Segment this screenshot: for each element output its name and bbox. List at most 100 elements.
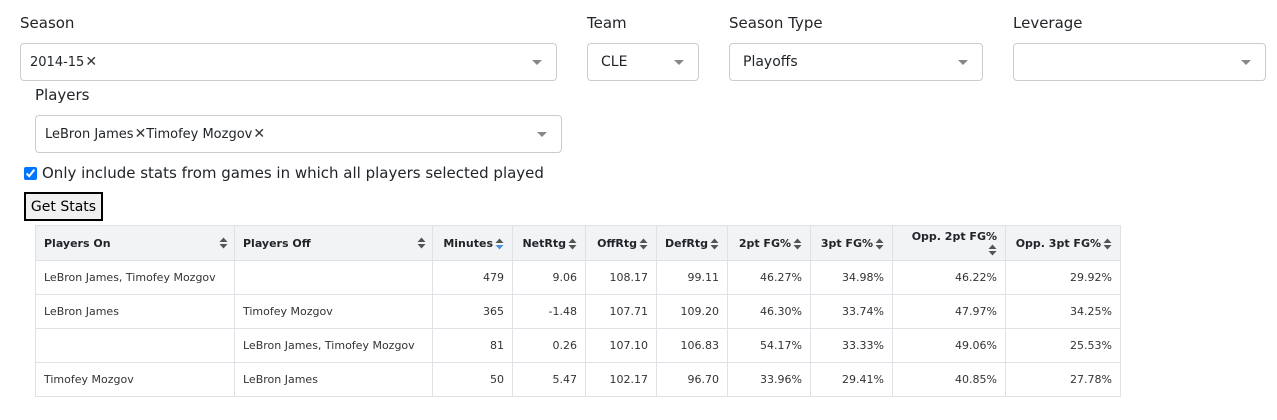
header-text: DefRtg — [665, 236, 708, 250]
season-type-select[interactable]: Playoffs — [729, 43, 983, 81]
header-text: Minutes — [443, 236, 493, 250]
table-cell: 0.26 — [512, 328, 586, 363]
header-text: 3pt FG% — [820, 236, 873, 250]
chip-remove[interactable]: ✕ — [253, 126, 266, 142]
get-stats-button[interactable]: Get Stats — [24, 192, 103, 221]
table-cell: LeBron James — [234, 362, 433, 397]
sort-icon — [988, 244, 997, 256]
chip-text: 2014-15 — [30, 54, 85, 70]
table-cell: 25.53% — [1005, 328, 1121, 363]
table-row: LeBron James, Timofey Mozgov 81 0.26 107.10… — [35, 328, 1121, 363]
table-cell: 46.22% — [892, 260, 1006, 295]
table-cell: 107.10 — [585, 328, 657, 363]
sort-icon — [417, 237, 426, 249]
sort-icon — [793, 238, 802, 249]
table-cell — [35, 328, 235, 363]
column-header[interactable]: Opp. 2pt FG% — [892, 225, 1006, 261]
table-cell: 46.27% — [727, 260, 811, 295]
table-cell: 108.17 — [585, 260, 657, 295]
table-cell: 106.83 — [656, 328, 728, 363]
season-select[interactable]: 2014-15 ✕ — [20, 43, 557, 81]
table-cell: 34.98% — [810, 260, 893, 295]
season-chip: 2014-15 ✕ — [30, 54, 97, 70]
sort-icon — [495, 238, 504, 249]
team-label: Team — [587, 14, 627, 32]
table-cell: 5.47 — [512, 362, 586, 397]
table-row: LeBron James Timofey Mozgov 365 -1.48 107.71… — [35, 294, 1121, 329]
column-header[interactable]: 2pt FG% — [727, 225, 811, 261]
header-text: 2pt FG% — [738, 236, 791, 250]
header-text: Players Off — [243, 236, 311, 250]
header-text: Players On — [44, 236, 111, 250]
table-cell: 29.92% — [1005, 260, 1121, 295]
leverage-select[interactable] — [1013, 43, 1266, 81]
column-header[interactable]: DefRtg — [656, 225, 728, 261]
table-cell: 54.17% — [727, 328, 811, 363]
table-cell: 46.30% — [727, 294, 811, 329]
table-cell: LeBron James — [35, 294, 235, 329]
table-cell: 40.85% — [892, 362, 1006, 397]
table-cell: 50 — [432, 362, 513, 397]
header-row: Players On Players Off Minutes NetRtg OffRtg… — [35, 225, 1121, 261]
table-cell: 102.17 — [585, 362, 657, 397]
table-body: LeBron James, Timofey Mozgov 479 9.06 108.1… — [35, 260, 1121, 397]
column-header[interactable]: NetRtg — [512, 225, 586, 261]
player-chip: LeBron James ✕ — [45, 126, 146, 142]
season-type-label: Season Type — [729, 14, 823, 32]
column-header[interactable]: Players On — [35, 225, 235, 261]
chip-text: LeBron James — [45, 126, 134, 142]
table-cell: 9.06 — [512, 260, 586, 295]
team-select[interactable]: CLE — [587, 43, 699, 81]
column-header[interactable]: Opp. 3pt FG% — [1005, 225, 1121, 261]
header-text: NetRtg — [522, 236, 566, 250]
season-label: Season — [20, 14, 75, 32]
season-type-value: Playoffs — [743, 54, 798, 70]
checkbox[interactable] — [24, 166, 37, 180]
column-header[interactable]: OffRtg — [585, 225, 657, 261]
all-played-option[interactable]: Only include stats from games in which a… — [24, 164, 544, 182]
players-label: Players — [35, 86, 90, 104]
leverage-label: Leverage — [1013, 14, 1083, 32]
table-cell: 96.70 — [656, 362, 728, 397]
sort-icon — [1103, 238, 1112, 249]
table-row: Timofey Mozgov LeBron James 50 5.47 102.17 96… — [35, 362, 1121, 397]
table-cell: 27.78% — [1005, 362, 1121, 397]
table-cell: 109.20 — [656, 294, 728, 329]
sort-icon — [219, 237, 228, 249]
table-cell: 33.74% — [810, 294, 893, 329]
table-cell: 365 — [432, 294, 513, 329]
table-cell: 47.97% — [892, 294, 1006, 329]
header-text: Opp. 2pt FG% — [911, 230, 997, 243]
sort-icon — [568, 238, 577, 249]
table-cell: 34.25% — [1005, 294, 1121, 329]
table-cell: Timofey Mozgov — [234, 294, 433, 329]
table-cell: 81 — [432, 328, 513, 363]
chip-remove[interactable]: ✕ — [85, 54, 98, 70]
chip-text: Timofey Mozgov — [146, 126, 253, 142]
header-text: Opp. 3pt FG% — [1015, 236, 1101, 250]
stats-table: Players On Players Off Minutes NetRtg OffRtg… — [35, 225, 1121, 397]
table-cell: Timofey Mozgov — [35, 362, 235, 397]
table-cell: 29.41% — [810, 362, 893, 397]
chip-remove[interactable]: ✕ — [134, 126, 147, 142]
table-cell: 107.71 — [585, 294, 657, 329]
table-cell: 33.96% — [727, 362, 811, 397]
table-cell: 99.11 — [656, 260, 728, 295]
team-value: CLE — [601, 54, 628, 70]
table-cell: LeBron James, Timofey Mozgov — [234, 328, 433, 363]
table-cell: 479 — [432, 260, 513, 295]
column-header[interactable]: Minutes — [432, 225, 513, 261]
table-cell: -1.48 — [512, 294, 586, 329]
table-row: LeBron James, Timofey Mozgov 479 9.06 108.1… — [35, 260, 1121, 295]
sort-icon — [710, 238, 719, 249]
sort-icon — [639, 238, 648, 249]
table-cell: 49.06% — [892, 328, 1006, 363]
column-header[interactable]: Players Off — [234, 225, 433, 261]
checkbox-label: Only include stats from games in which a… — [42, 164, 544, 182]
sort-icon — [875, 238, 884, 249]
table-cell: LeBron James, Timofey Mozgov — [35, 260, 235, 295]
players-select[interactable]: LeBron James ✕ Timofey Mozgov ✕ — [35, 115, 562, 153]
table-cell — [234, 260, 433, 295]
column-header[interactable]: 3pt FG% — [810, 225, 893, 261]
